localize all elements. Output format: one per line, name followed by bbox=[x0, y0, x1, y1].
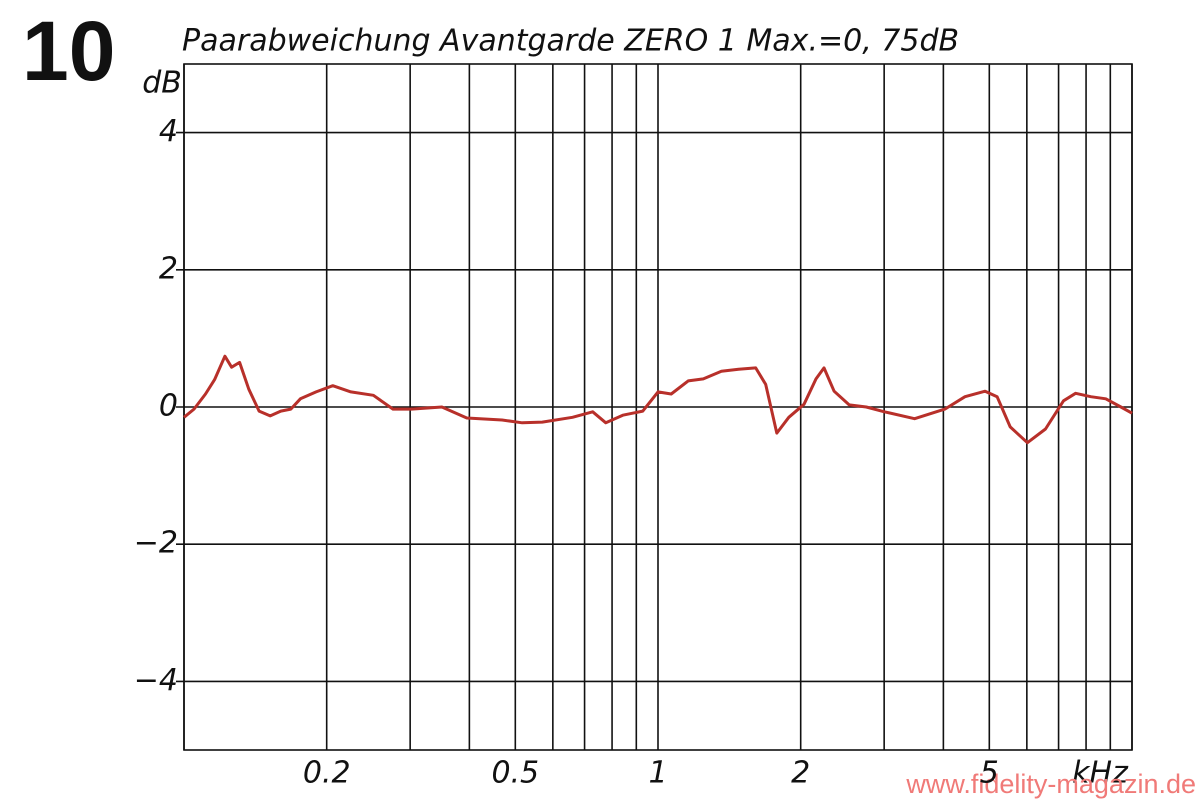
y-tick-label: 2 bbox=[159, 251, 178, 286]
x-tick-label: 1 bbox=[648, 756, 667, 791]
watermark: www.fidelity-magazin.de bbox=[905, 769, 1196, 799]
data-line bbox=[183, 354, 1133, 445]
y-tick-label: 4 bbox=[159, 114, 178, 149]
x-unit: kHz bbox=[1072, 756, 1129, 791]
y-unit: dB bbox=[142, 66, 182, 101]
panel-number: 10 bbox=[22, 4, 115, 98]
chart-title: Paarabweichung Avantgarde ZERO 1 Max.=0,… bbox=[182, 24, 959, 59]
y-tick-label: −2 bbox=[134, 526, 178, 561]
x-tick-label: 0.2 bbox=[303, 756, 351, 791]
x-tick-label: 2 bbox=[791, 756, 810, 791]
y-tick-label: 0 bbox=[159, 389, 178, 424]
x-tick-label: 5 bbox=[980, 756, 999, 791]
x-tick-label: 0.5 bbox=[491, 756, 539, 791]
y-tick-label: −4 bbox=[134, 663, 178, 698]
